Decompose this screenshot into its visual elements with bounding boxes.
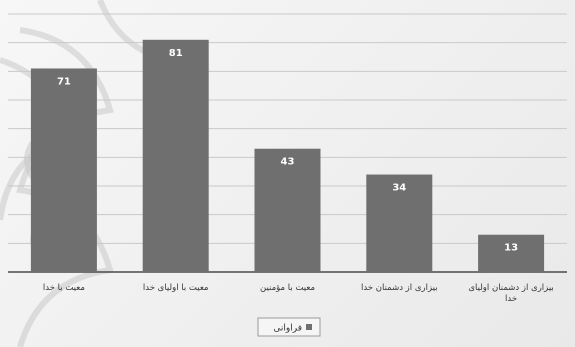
legend: فراوانی	[257, 317, 321, 337]
category-labels: معیت با خدا معیت با اولیای خدا معیت با مؤم…	[43, 283, 554, 304]
legend-entry: فراوانی	[273, 324, 302, 334]
category-tick-label: بیزاری از دشمنان اولیای	[468, 283, 553, 293]
bar	[366, 174, 433, 272]
data-label: 34	[392, 183, 406, 194]
category-tick-label: خدا	[505, 294, 517, 304]
data-label: 13	[504, 243, 518, 254]
bar	[254, 148, 321, 272]
legend-box	[257, 317, 321, 337]
data-label: 71	[57, 76, 71, 87]
bar	[30, 68, 97, 272]
gridlines	[8, 13, 567, 273]
bars: 71 81 43 34 13	[30, 39, 545, 272]
category-tick-label: معیت با مؤمنین	[260, 283, 315, 293]
bar	[142, 39, 209, 272]
legend-swatch	[306, 324, 312, 330]
category-tick-label: معیت با خدا	[43, 283, 85, 293]
data-label: 81	[169, 48, 183, 59]
category-tick-label: بیزاری از دشمنان خدا	[361, 283, 438, 293]
bar	[478, 234, 545, 272]
category-tick-label: معیت با اولیای خدا	[143, 283, 209, 293]
data-label: 43	[281, 157, 295, 168]
